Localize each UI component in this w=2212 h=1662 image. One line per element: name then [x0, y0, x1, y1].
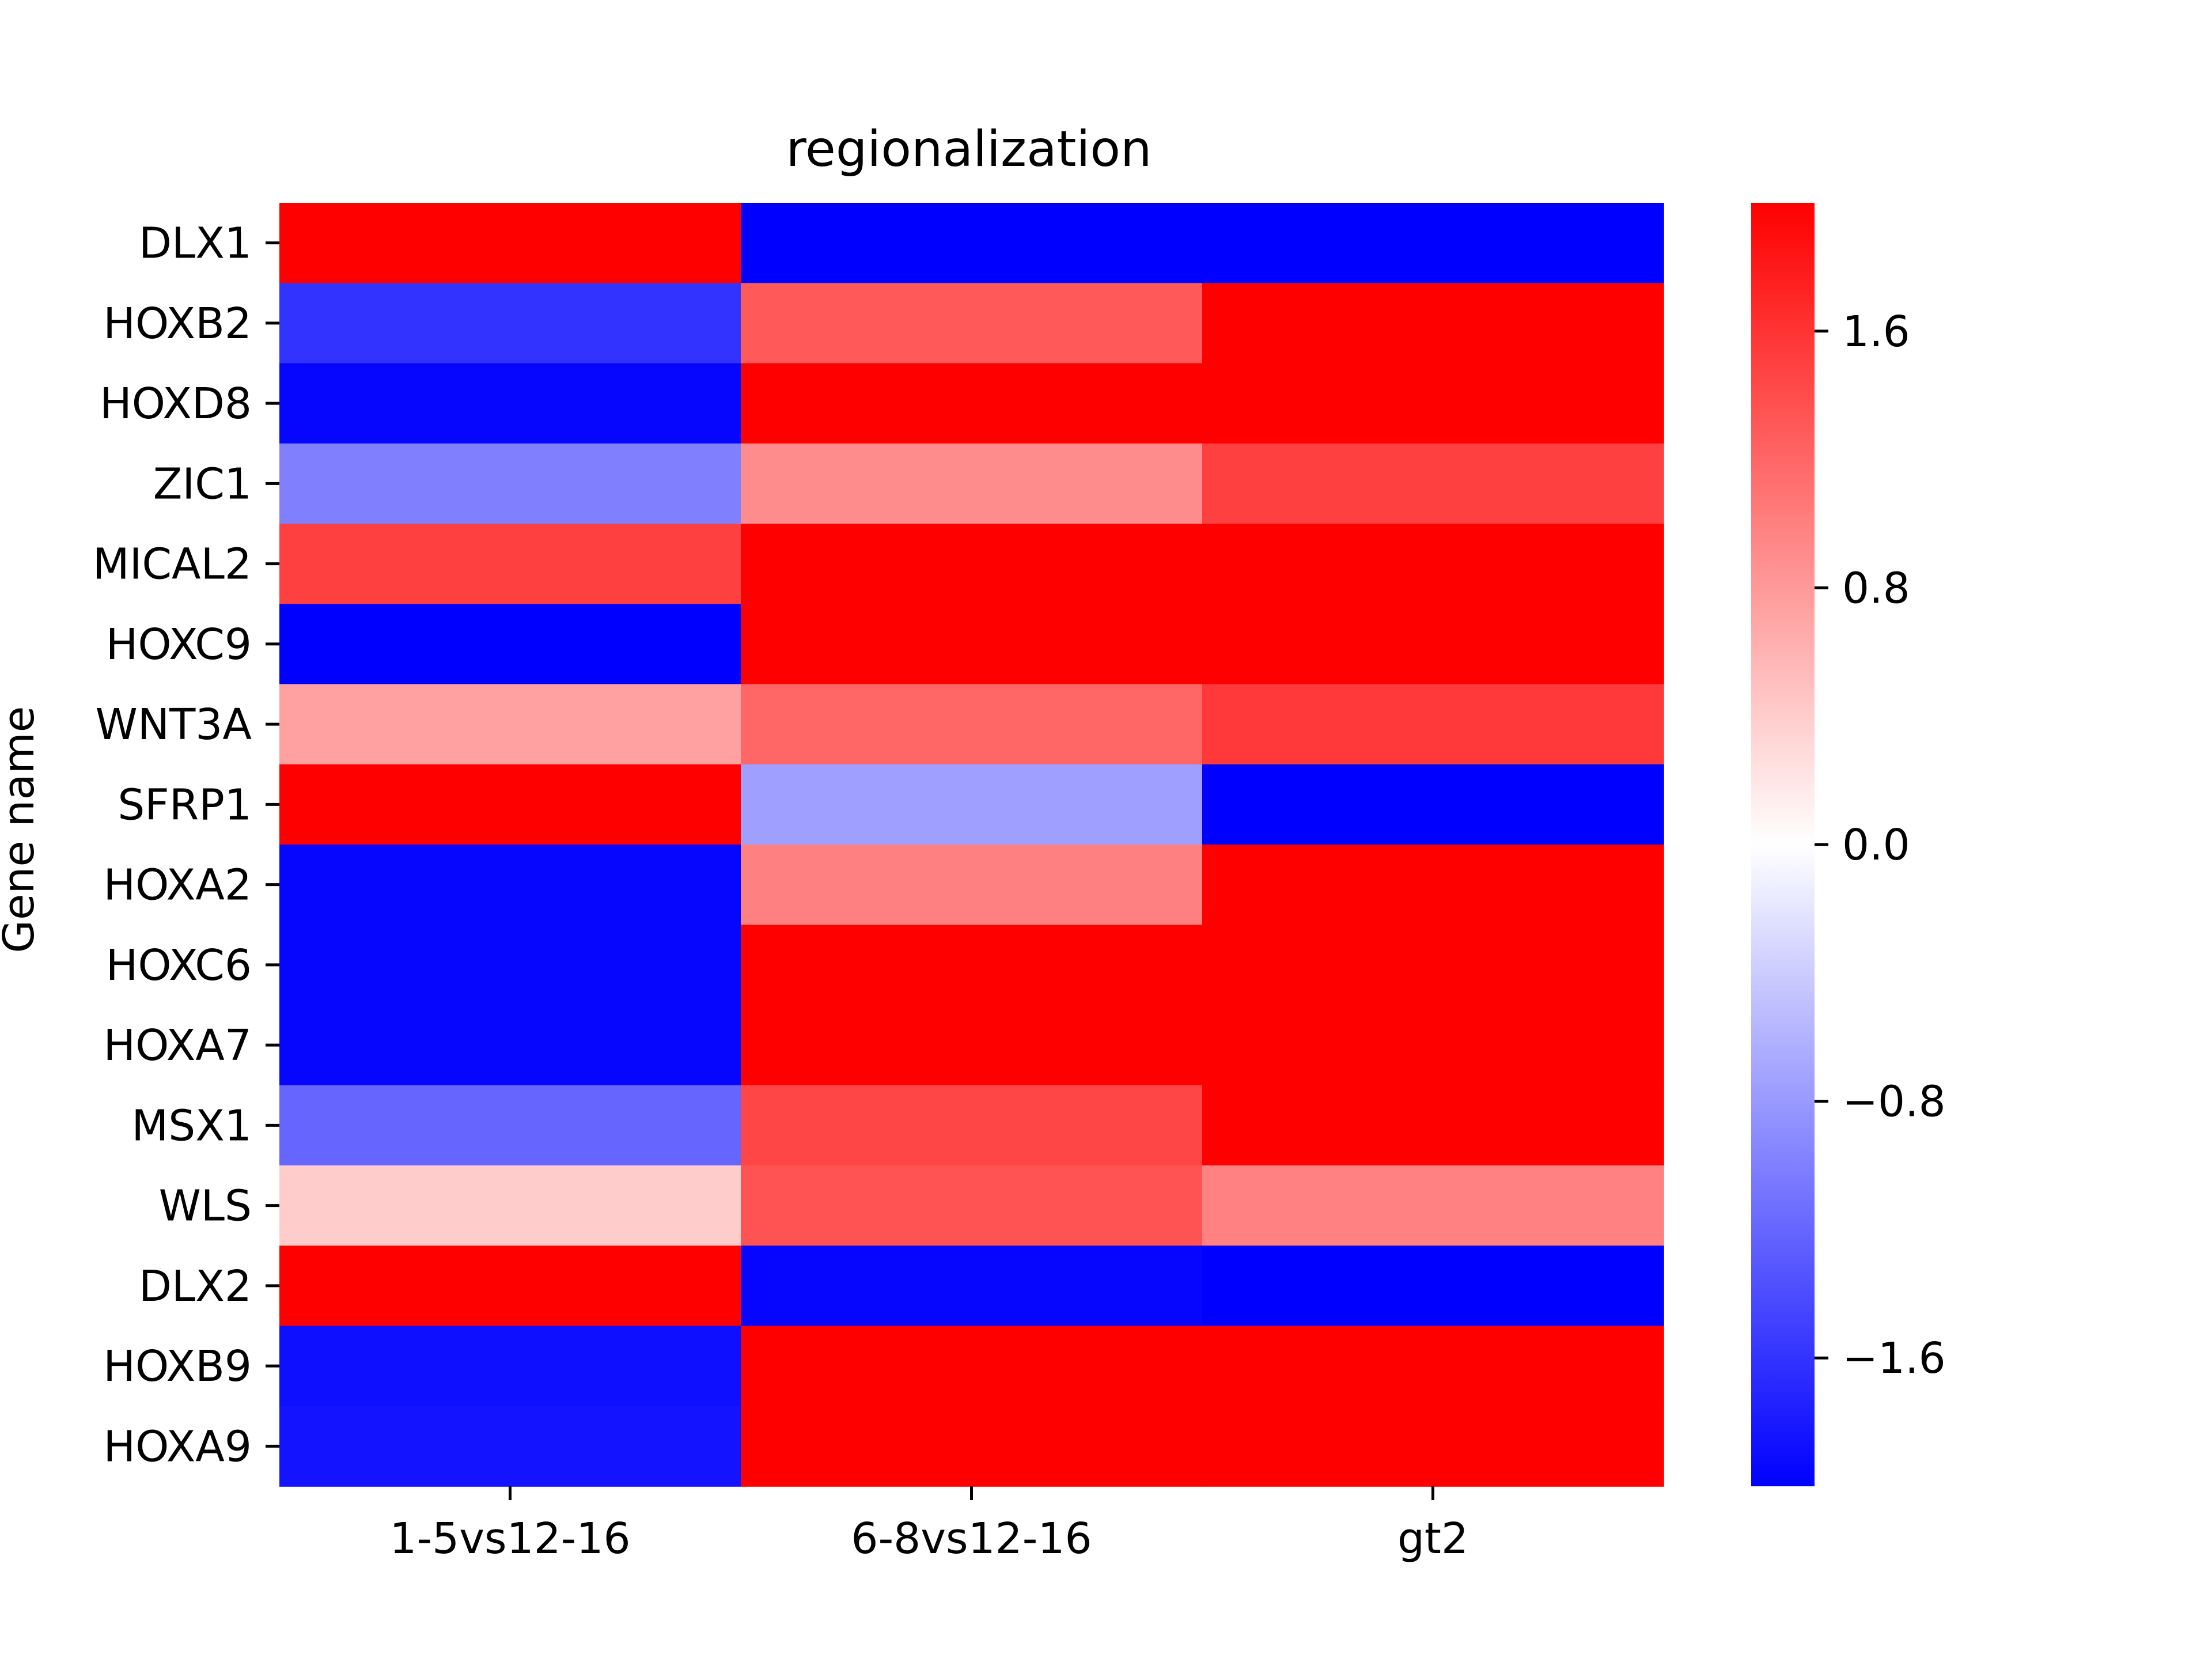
heatmap-cell: [279, 1005, 741, 1086]
heatmap-cell: [279, 363, 741, 444]
heatmap-cell: [741, 1245, 1203, 1327]
y-tick-label: HOXA2: [103, 861, 252, 910]
heatmap-cell: [1202, 363, 1664, 444]
heatmap-cell: [741, 1406, 1203, 1487]
heatmap-cell: [279, 203, 741, 284]
y-tick-label: MSX1: [131, 1101, 252, 1150]
heatmap-cell: [1202, 1406, 1664, 1487]
heatmap-cell: [279, 925, 741, 1006]
y-tick-label: HOXD8: [100, 379, 252, 429]
heatmap-cell: [1202, 925, 1664, 1006]
heatmap-cell: [1202, 443, 1664, 524]
y-axis-label: Gene name: [0, 706, 44, 953]
heatmap-cell: [279, 764, 741, 845]
y-tick-label: DLX2: [139, 1262, 252, 1311]
heatmap-cells: [279, 203, 1664, 1487]
heatmap-cell: [1202, 203, 1664, 284]
heatmap-cell: [1202, 524, 1664, 605]
heatmap-cell: [1202, 1005, 1664, 1086]
heatmap-cell: [741, 443, 1203, 524]
colorbar-tick-label: 0.0: [1842, 820, 1910, 870]
heatmap-cell: [279, 604, 741, 685]
heatmap-cell: [1202, 1085, 1664, 1166]
y-tick-label: HOXA7: [103, 1021, 252, 1070]
x-tick-label: 1-5vs12-16: [389, 1514, 630, 1563]
y-tick-label: SFRP1: [118, 780, 252, 830]
heatmap-cell: [741, 283, 1203, 364]
heatmap-cell: [1202, 1165, 1664, 1247]
heatmap-cell: [279, 1165, 741, 1247]
heatmap-cell: [741, 1005, 1203, 1086]
colorbar-tick-label: −0.8: [1842, 1077, 1946, 1127]
heatmap-cell: [741, 604, 1203, 685]
y-tick-label: HOXC9: [106, 620, 252, 669]
heatmap-cell: [279, 1326, 741, 1407]
heatmap-cell: [279, 684, 741, 765]
y-tick-label: HOXB2: [103, 299, 252, 349]
y-tick-label: WNT3A: [96, 700, 252, 749]
chart-title: regionalization: [786, 120, 1152, 178]
heatmap-cell: [1202, 845, 1664, 926]
heatmap-cell: [741, 1326, 1203, 1407]
y-tick-label: HOXB9: [103, 1342, 252, 1391]
x-tick-label: gt2: [1397, 1514, 1468, 1563]
heatmap-cell: [741, 1085, 1203, 1166]
y-tick-label: DLX1: [139, 219, 252, 268]
heatmap-cell: [1202, 1245, 1664, 1327]
colorbar-tick-label: 0.8: [1842, 563, 1910, 613]
heatmap-cell: [279, 443, 741, 524]
colorbar: [1751, 203, 1815, 1486]
heatmap-cell: [741, 524, 1203, 605]
heatmap-cell: [279, 1085, 741, 1166]
y-tick-label: HOXA9: [103, 1422, 252, 1471]
heatmap-cell: [741, 764, 1203, 845]
heatmap-cell: [279, 1406, 741, 1487]
heatmap-cell: [279, 1245, 741, 1327]
heatmap-cell: [279, 283, 741, 364]
heatmap-cell: [741, 925, 1203, 1006]
heatmap-cell: [1202, 764, 1664, 845]
heatmap-cell: [279, 524, 741, 605]
heatmap-cell: [1202, 684, 1664, 765]
heatmap-cell: [741, 363, 1203, 444]
y-tick-label: ZIC1: [153, 459, 252, 509]
heatmap-cell: [741, 684, 1203, 765]
heatmap-cell: [1202, 604, 1664, 685]
heatmap-cell: [1202, 1326, 1664, 1407]
heatmap-cell: [741, 845, 1203, 926]
colorbar-tick-label: 1.6: [1842, 307, 1910, 357]
y-tick-label: MICAL2: [93, 540, 252, 589]
heatmap-cell: [1202, 283, 1664, 364]
x-tick-group: 1-5vs12-16 6-8vs12-16 gt2: [389, 1486, 1468, 1563]
colorbar-tick-group: 1.6 0.8 0.0 −0.8 −1.6: [1815, 307, 1946, 1383]
y-tick-group: DLX1 HOXB2 HOXD8 ZIC1 MICAL2 HOXC9 WNT3A SFRP1 H…: [93, 219, 279, 1471]
y-tick-label: WLS: [159, 1182, 252, 1231]
x-tick-label: 6-8vs12-16: [851, 1514, 1092, 1563]
colorbar-tick-label: −1.6: [1842, 1334, 1946, 1383]
heatmap-cell: [279, 845, 741, 926]
heatmap-cell: [741, 203, 1203, 284]
y-tick-label: HOXC6: [106, 941, 252, 990]
heatmap-cell: [741, 1165, 1203, 1247]
